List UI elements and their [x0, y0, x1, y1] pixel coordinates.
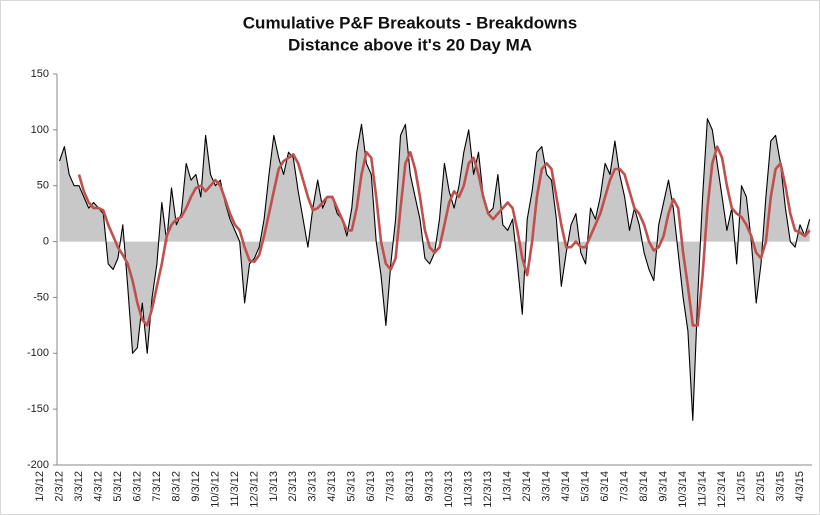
x-tick-label: 1/3/14 [502, 471, 514, 502]
x-tick-label: 3/3/14 [541, 471, 553, 502]
x-tick-label: 7/3/14 [619, 471, 631, 502]
x-tick-label: 6/3/14 [599, 471, 611, 502]
y-tick-label: 150 [31, 68, 49, 80]
x-tick-label: 4/3/13 [326, 471, 338, 502]
y-tick-label: 50 [37, 180, 49, 192]
x-tick-label: 5/3/14 [580, 471, 592, 502]
x-tick-label: 8/3/14 [638, 471, 650, 502]
x-tick-label: 2/3/13 [287, 471, 299, 502]
x-tick-label: 11/3/14 [696, 471, 708, 507]
x-tick-label: 3/3/12 [73, 471, 85, 502]
x-tick-label: 1/3/12 [34, 471, 46, 502]
x-tick-label: 11/3/12 [229, 471, 241, 507]
chart-subtitle: Distance above it's 20 Day MA [288, 35, 532, 54]
x-tick-label: 6/3/13 [365, 471, 377, 502]
y-tick-label: 0 [43, 235, 49, 247]
y-tick-label: -50 [33, 291, 49, 303]
x-tick-label: 4/3/14 [560, 471, 572, 502]
y-tick-label: -100 [27, 347, 49, 359]
x-tick-label: 11/3/13 [463, 471, 475, 507]
x-tick-label: 8/3/13 [404, 471, 416, 502]
chart-title: Cumulative P&F Breakouts - Breakdowns [243, 13, 577, 32]
y-tick-label: 100 [31, 124, 49, 136]
x-tick-label: 9/3/13 [424, 471, 436, 502]
x-tick-label: 1/3/15 [735, 471, 747, 502]
x-tick-label: 3/3/13 [307, 471, 319, 502]
x-tick-label: 9/3/12 [190, 471, 202, 502]
x-tick-label: 12/3/12 [248, 471, 260, 508]
x-tick-label: 2/3/15 [755, 471, 767, 502]
x-tick-label: 2/3/12 [53, 471, 65, 502]
x-tick-label: 12/3/13 [482, 471, 494, 508]
x-tick-label: 1/3/13 [268, 471, 280, 502]
x-tick-label: 2/3/14 [521, 471, 533, 502]
x-tick-label: 7/3/12 [151, 471, 163, 502]
x-tick-label: 3/3/15 [774, 471, 786, 502]
x-tick-label: 7/3/13 [385, 471, 397, 502]
x-tick-label: 10/3/13 [443, 471, 455, 508]
x-tick-label: 9/3/14 [657, 471, 669, 502]
area-fill [59, 118, 810, 421]
x-tick-label: 4/3/12 [92, 471, 104, 502]
x-tick-label: 6/3/12 [131, 471, 143, 502]
x-tick-label: 10/3/12 [209, 471, 221, 508]
average-line [77, 145, 811, 327]
x-tick-label: 5/3/12 [112, 471, 124, 502]
x-tick-label: 12/3/14 [716, 471, 728, 508]
x-tick-label: 8/3/12 [170, 471, 182, 502]
y-tick-label: -150 [27, 403, 49, 415]
y-tick-label: -200 [27, 459, 49, 471]
x-tick-label: 10/3/14 [677, 471, 689, 508]
x-tick-label: 5/3/13 [346, 471, 358, 502]
x-tick-label: 4/3/15 [794, 471, 806, 502]
